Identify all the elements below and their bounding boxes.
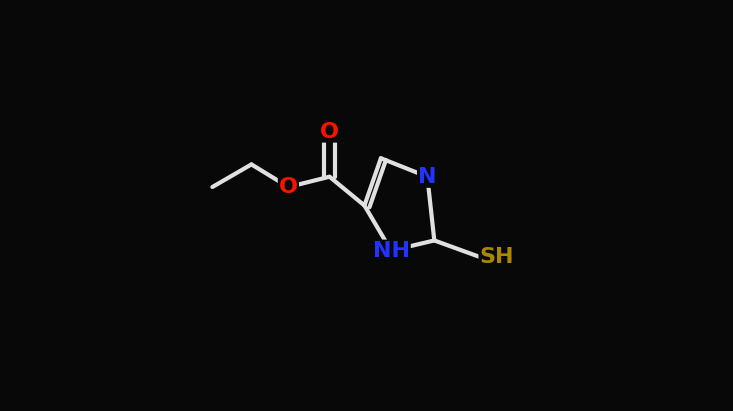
Text: O: O	[279, 177, 298, 197]
Text: SH: SH	[479, 247, 514, 267]
Text: NH: NH	[372, 241, 410, 261]
Text: N: N	[418, 167, 437, 187]
Text: O: O	[320, 122, 339, 141]
